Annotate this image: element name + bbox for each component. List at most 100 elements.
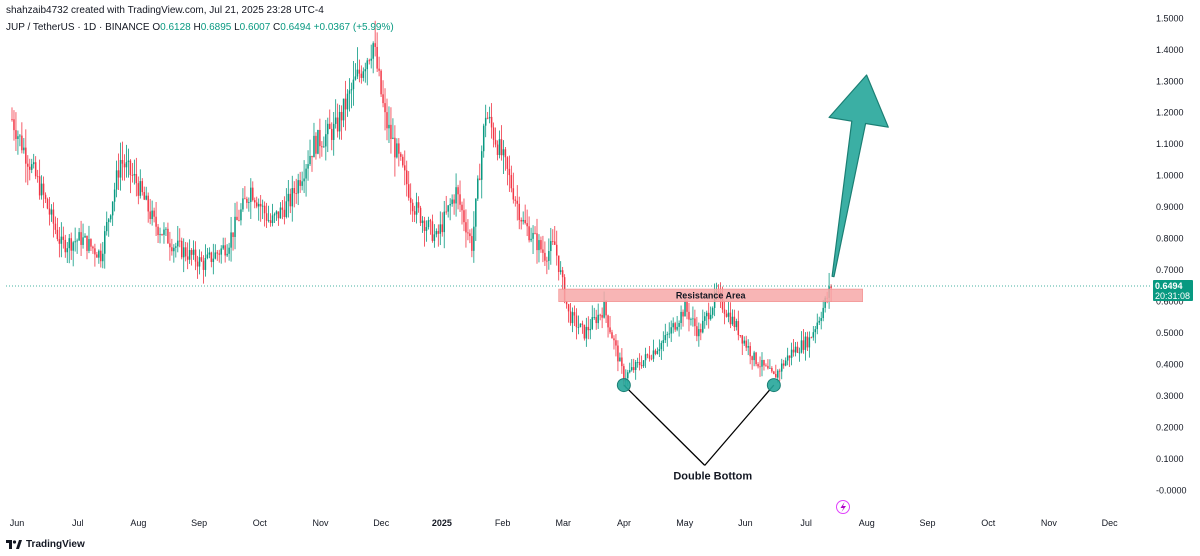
double-bottom-marker xyxy=(766,378,781,393)
candle-body xyxy=(115,170,118,190)
double-bottom-line xyxy=(623,384,706,466)
candle-body xyxy=(540,240,542,250)
candle-body xyxy=(688,311,690,320)
candle-body xyxy=(820,318,822,321)
candle-body xyxy=(66,248,69,253)
candle-body xyxy=(676,326,678,330)
candle-body xyxy=(621,357,623,367)
candle-body xyxy=(658,349,661,351)
candle-body xyxy=(186,256,189,260)
candle-body xyxy=(131,175,134,176)
candle-body xyxy=(656,350,659,354)
candle-body xyxy=(46,199,49,209)
symbol-legend[interactable]: JUP / TetherUS · 1D · BINANCE O0.6128 H0… xyxy=(6,22,394,33)
price-tick-label: 1.4000 xyxy=(1156,45,1184,55)
candle-body xyxy=(808,337,811,348)
candle-body xyxy=(325,134,327,147)
candle-body xyxy=(417,202,420,208)
candle-body xyxy=(169,243,171,248)
candle-body xyxy=(198,257,201,267)
candle-body xyxy=(636,362,639,363)
candle-body xyxy=(179,240,181,242)
candle-body xyxy=(629,370,631,373)
candle-body xyxy=(733,316,736,328)
branding[interactable]: TradingView xyxy=(6,539,85,550)
lightning-icon[interactable] xyxy=(836,500,850,514)
price-tick-label: 0.1000 xyxy=(1156,454,1184,464)
candle-body xyxy=(741,335,744,344)
double-bottom-annotation[interactable]: Double Bottom xyxy=(616,378,781,483)
candle-body xyxy=(271,215,274,224)
candle-body xyxy=(427,220,430,228)
price-tick-label: -0.0000 xyxy=(1156,486,1187,496)
candle-body xyxy=(52,209,55,224)
candle-body xyxy=(273,214,276,216)
candle-body xyxy=(64,239,67,253)
candle-body xyxy=(514,199,517,201)
candle-body xyxy=(518,203,520,220)
tradingview-logo-icon xyxy=(6,540,22,549)
candle-body xyxy=(309,155,311,165)
projection-arrow[interactable] xyxy=(828,74,889,278)
candle-body xyxy=(737,321,740,336)
candle-body xyxy=(208,252,211,255)
candle-body xyxy=(757,364,759,367)
candle-body xyxy=(297,180,299,194)
candle-body xyxy=(34,162,37,177)
price-tick-label: 0.3000 xyxy=(1156,391,1184,401)
candle-body xyxy=(755,352,757,365)
price-tick-label: 0.7000 xyxy=(1156,265,1184,275)
candle-body xyxy=(769,367,771,369)
price-tick-label: 0.6000 xyxy=(1156,297,1184,307)
candle-body xyxy=(804,336,807,350)
candle-body xyxy=(180,240,183,258)
candle-body xyxy=(396,143,398,158)
low-label: L xyxy=(234,22,240,33)
candle-body xyxy=(330,128,333,140)
time-axis[interactable]: Jun Jul Aug Sep Oct Nov Dec 2025 Feb Mar Apr May Jun… xyxy=(10,518,1118,528)
candle-body xyxy=(250,187,252,203)
price-axis[interactable]: 1.5000 1.4000 1.3000 1.2000 1.1000 1.0000 0.90… xyxy=(1156,13,1187,495)
projection-arrow-shape xyxy=(828,74,889,278)
candle-body xyxy=(690,318,692,320)
candle-body xyxy=(192,249,195,255)
candle-body xyxy=(82,237,84,245)
candle-body xyxy=(177,240,179,247)
candle-body xyxy=(559,270,562,272)
candle-body xyxy=(267,220,270,222)
candle-body xyxy=(214,252,217,259)
candle-body xyxy=(102,253,104,262)
candle-body xyxy=(711,307,714,315)
candle-body xyxy=(530,238,532,241)
candle-body xyxy=(725,313,728,317)
candle-body xyxy=(58,239,61,244)
time-tick-label: Mar xyxy=(556,518,572,528)
countdown-timer: 20:31:08 xyxy=(1155,291,1190,301)
candle-body xyxy=(244,198,246,200)
candle-body xyxy=(595,317,597,324)
candle-body xyxy=(334,117,337,124)
candle-body xyxy=(190,250,193,255)
candle-body xyxy=(751,356,753,361)
candle-body xyxy=(62,236,65,240)
candle-body xyxy=(123,163,126,168)
candle-body xyxy=(812,332,815,338)
candle-body xyxy=(486,117,489,119)
time-tick-label: Dec xyxy=(1102,518,1119,528)
candle-body xyxy=(299,180,301,186)
candle-body xyxy=(352,79,355,90)
candle-body xyxy=(344,98,347,110)
candle-body xyxy=(127,160,130,163)
candle-body xyxy=(788,355,791,358)
candle-body xyxy=(161,234,163,235)
candle-body xyxy=(686,301,688,312)
candle-body xyxy=(619,357,621,362)
candle-body xyxy=(402,156,404,166)
candle-body xyxy=(800,340,803,353)
resistance-zone[interactable]: Resistance Area xyxy=(558,288,863,302)
candle-body xyxy=(423,220,426,231)
candle-body xyxy=(589,328,592,331)
candle-body xyxy=(707,312,710,320)
candle-body xyxy=(780,363,783,372)
